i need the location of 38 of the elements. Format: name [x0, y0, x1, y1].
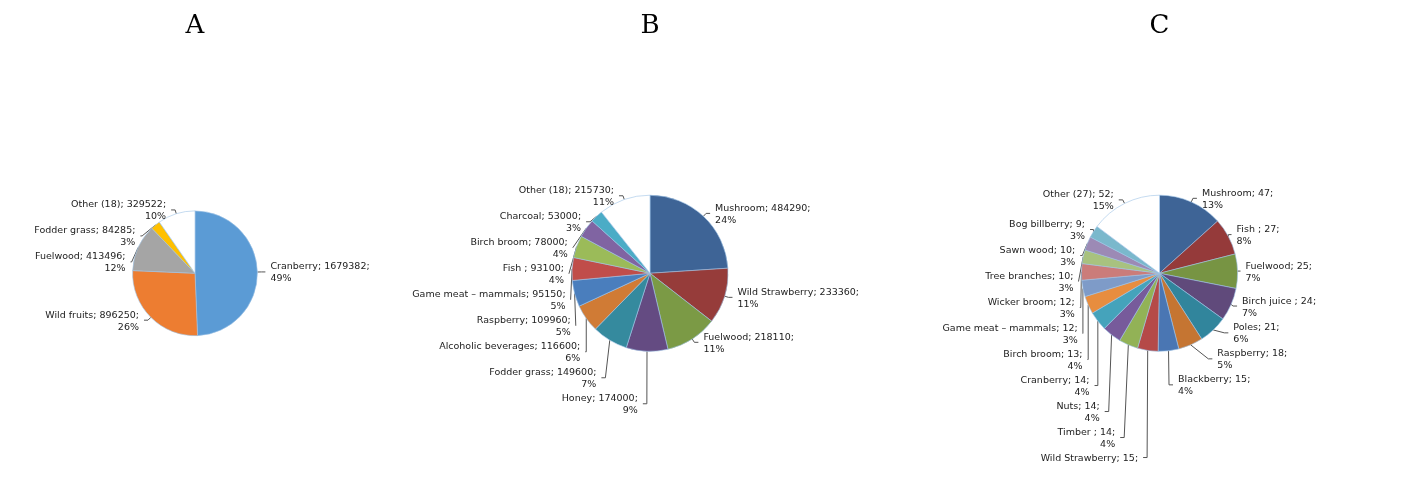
chart-title: A: [184, 9, 206, 39]
slice-label: Birch juice ; 24; 7%: [1242, 294, 1317, 318]
slice-label: Fodder grass; 149600; 7%: [489, 366, 597, 390]
slice-label: Poles; 21; 6%: [1233, 321, 1280, 345]
slice-label: Fish ; 27; 8%: [1236, 223, 1280, 247]
chart-title: C: [1149, 9, 1170, 39]
slice-label: Mushroom; 47; 13%: [1201, 186, 1274, 210]
slice-label: Raspberry; 18; 5%: [1217, 347, 1288, 371]
slice-label: Wicker broom; 12; 3%: [987, 296, 1075, 320]
slice-label: Bog billberry; 9; 3%: [1009, 218, 1086, 242]
slice-label: Nuts; 14; 4%: [1056, 400, 1100, 424]
slice-label: Fuelwood; 413496; 12%: [34, 250, 126, 274]
slice-label: Wild fruits; 896250; 26%: [45, 308, 139, 332]
slice-label: Game meat – mammals; 95150; 5%: [412, 288, 566, 312]
slice-label: Honey; 174000; 9%: [561, 392, 638, 416]
slice-label: Fuelwood; 25; 7%: [1245, 259, 1312, 283]
slice-label: Mushroom; 484290; 24%: [715, 201, 811, 225]
slice-label: Cranberry; 14; 4%: [1020, 374, 1090, 398]
slice-label: Birch broom; 13; 4%: [1003, 348, 1083, 372]
slice-label: Charcoal; 53000; 3%: [499, 210, 582, 234]
slice-label: Other (27); 52; 15%: [1042, 188, 1114, 212]
slice-label: Timber ; 14; 4%: [1056, 426, 1116, 450]
slice-label: Blackberry; 15; 4%: [1178, 373, 1251, 397]
slice-label: Game meat – mammals; 12; 3%: [942, 322, 1078, 346]
slice-label: Fodder grass; 84285; 3%: [34, 224, 136, 248]
slice-label: Sawn wood; 10; 3%: [999, 244, 1076, 268]
chart-title: B: [640, 9, 660, 39]
slice-label: Other (18); 215730; 11%: [518, 184, 614, 208]
slice-label: Wild Strawberry; 233360; 11%: [737, 285, 860, 309]
slice-label: Raspberry; 109960; 5%: [476, 314, 571, 338]
slice-label: Birch broom; 78000; 4%: [470, 236, 568, 260]
slice-label: Fish ; 93100; 4%: [502, 262, 564, 286]
slice-label: Alcoholic beverages; 116600; 6%: [439, 340, 581, 364]
slice-label: Fuelwood; 218110; 11%: [703, 330, 794, 354]
slice-label: Tree branches; 10; 3%: [984, 270, 1074, 294]
slice-label: Wild Strawberry; 15;: [1040, 452, 1139, 464]
slice-label: Cranberry; 1679382; 49%: [270, 260, 370, 284]
slice-label: Other (18); 329522; 10%: [70, 198, 167, 222]
